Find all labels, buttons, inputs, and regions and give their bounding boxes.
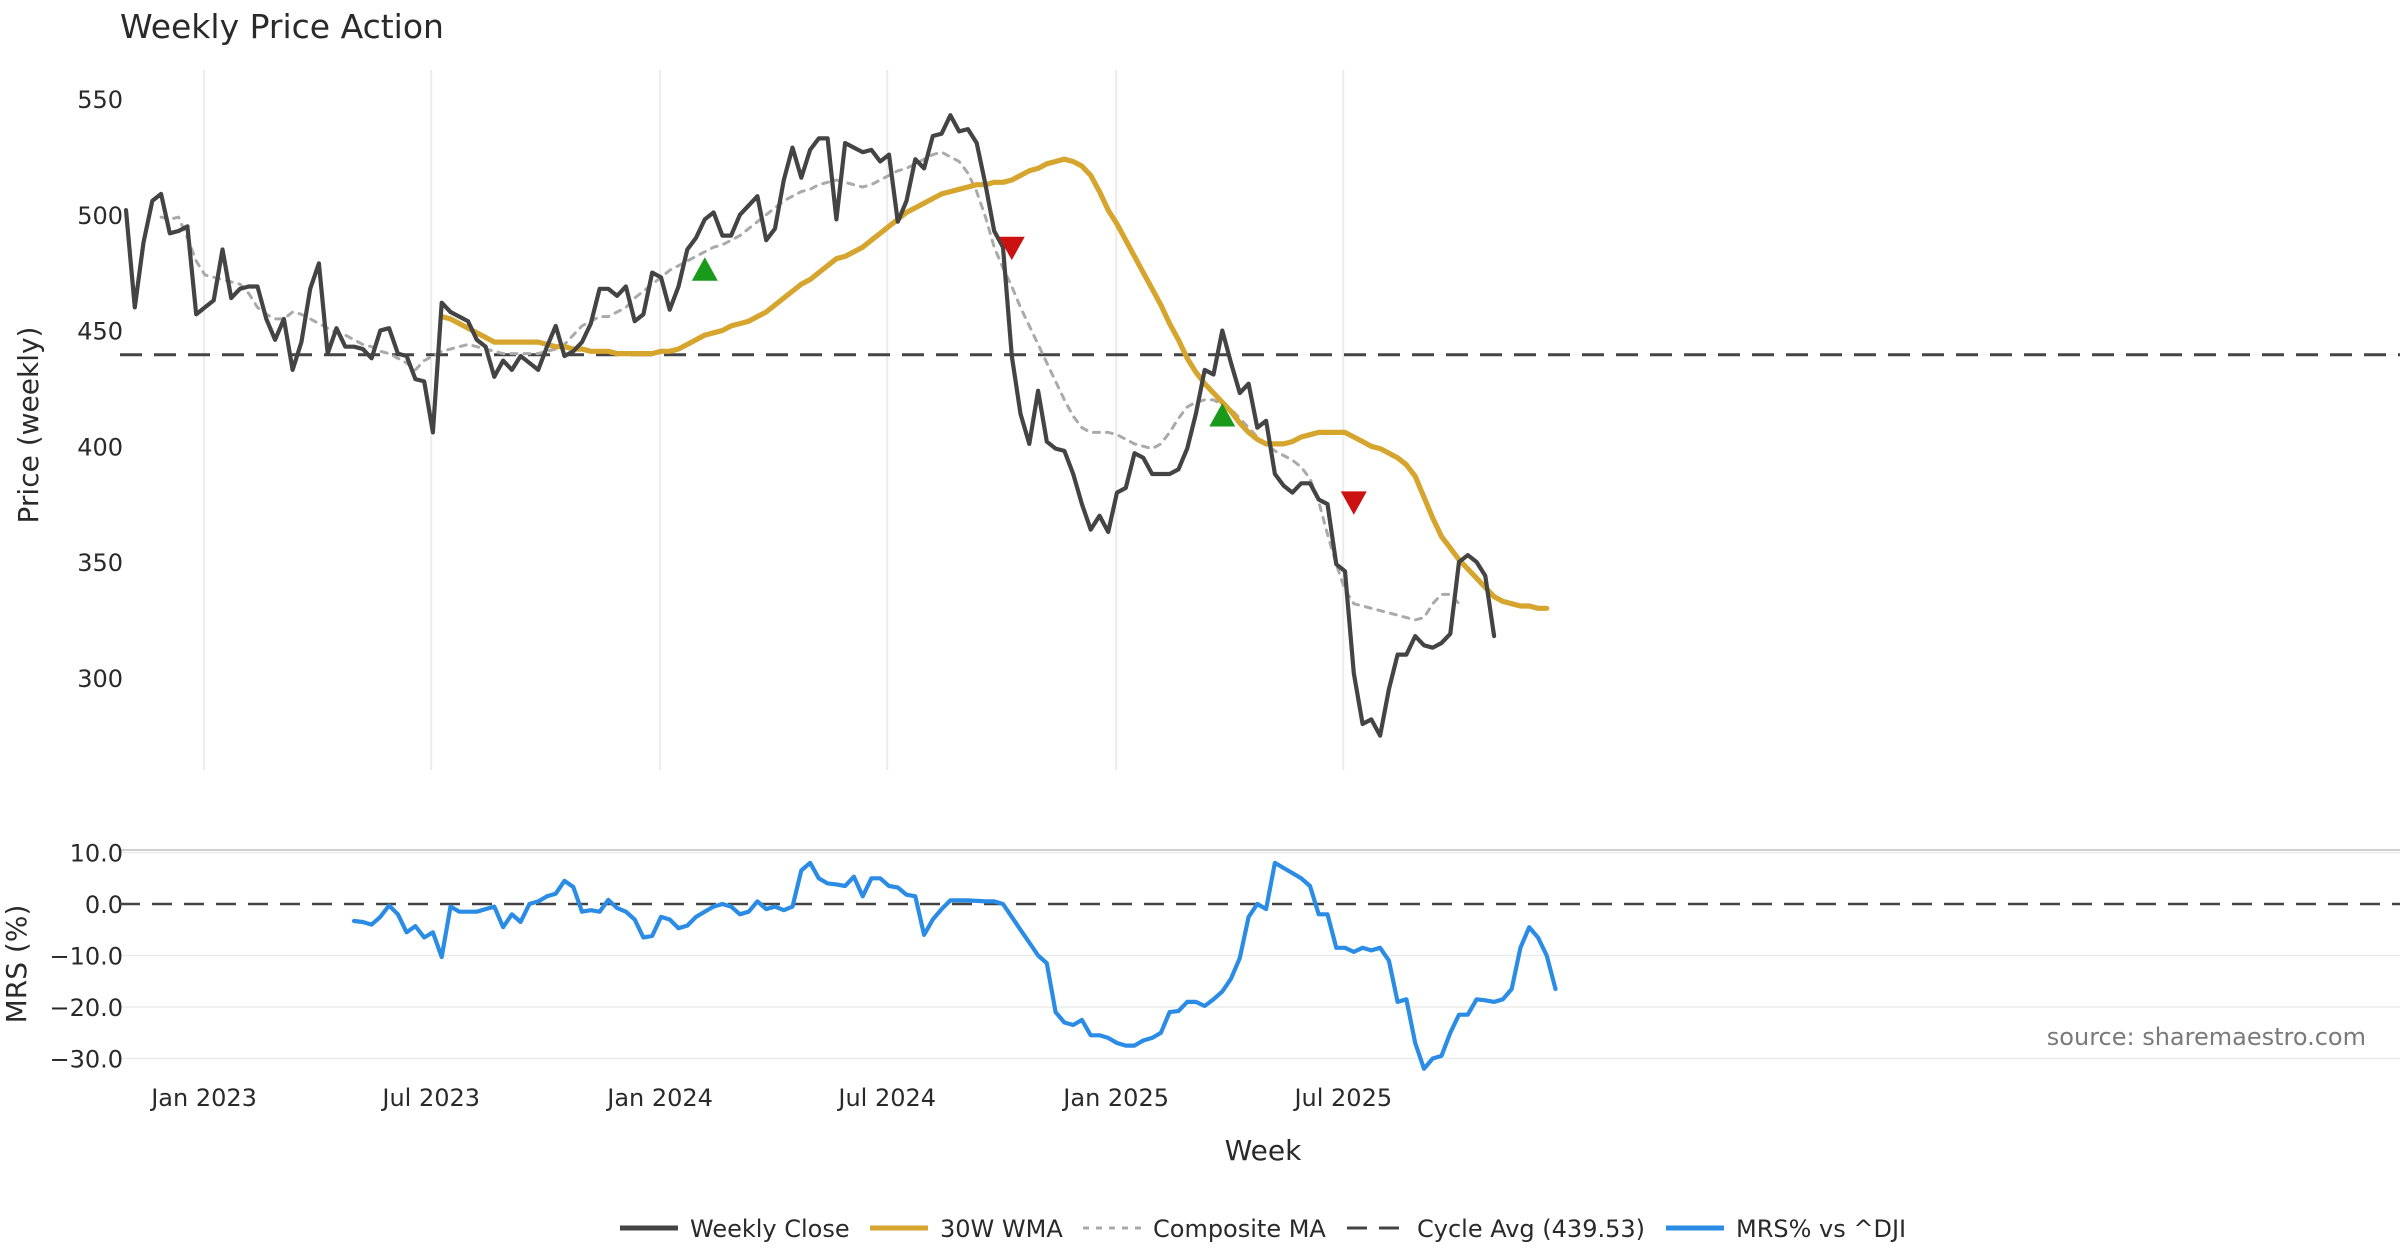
legend-item-mrs-vs-dji: MRS% vs ^DJI — [1666, 1215, 1906, 1243]
price-gridlines — [203, 70, 1345, 770]
composite-ma-line — [159, 150, 1461, 622]
sell-signal-marker — [1340, 491, 1367, 515]
x-tick: Jan 2024 — [605, 1084, 713, 1112]
weekly-close-line — [123, 113, 1497, 738]
price-y-tick: 350 — [77, 549, 123, 577]
price-y-tick: 450 — [77, 318, 123, 346]
mrs-series — [351, 860, 1558, 1071]
x-tick: Jul 2024 — [836, 1084, 936, 1112]
legend-label: 30W WMA — [940, 1215, 1063, 1243]
mrs-y-ticks: 10.0 0.0 −10.0 −20.0 −30.0 — [49, 840, 123, 1074]
price-y-ticks: 550 500 450 400 350 300 — [77, 86, 123, 693]
legend-label: Weekly Close — [690, 1215, 850, 1243]
legend-item-30w-wma: 30W WMA — [870, 1215, 1063, 1243]
x-tick: Jul 2023 — [380, 1084, 480, 1112]
price-series — [123, 113, 1550, 738]
mrs-y-tick: −30.0 — [49, 1046, 123, 1074]
sell-signal-marker — [998, 236, 1025, 261]
price-y-tick: 550 — [77, 86, 123, 114]
legend-item-cycle-avg-439-53: Cycle Avg (439.53) — [1347, 1215, 1645, 1243]
x-axis-label: Week — [1225, 1134, 1302, 1167]
x-tick: Jan 2025 — [1061, 1084, 1169, 1112]
mrs-y-tick: 0.0 — [85, 891, 123, 919]
mrs-y-tick: 10.0 — [70, 840, 123, 868]
signal-markers — [691, 236, 1367, 515]
source-annotation: source: sharemaestro.com — [2047, 1023, 2366, 1051]
mrs-line — [351, 860, 1558, 1071]
mrs-y-tick: −10.0 — [49, 943, 123, 971]
legend-label: Composite MA — [1153, 1215, 1326, 1243]
mrs-gridlines — [120, 851, 2400, 1060]
mrs-y-axis-label: MRS (%) — [0, 905, 33, 1024]
mrs-y-tick: −20.0 — [49, 994, 123, 1022]
legend-item-weekly-close: Weekly Close — [620, 1215, 850, 1243]
legend: Weekly Close 30W WMA Composite MA Cycle Avg… — [620, 1215, 1906, 1243]
price-y-tick: 300 — [77, 665, 123, 693]
legend-label: Cycle Avg (439.53) — [1417, 1215, 1645, 1243]
chart-title: Weekly Price Action — [120, 7, 444, 46]
legend-label: MRS% vs ^DJI — [1736, 1215, 1906, 1243]
30w-wma-line — [439, 156, 1550, 611]
price-panel: 550 500 450 400 350 300 Price (weekly) — [12, 70, 2400, 770]
legend-item-composite-ma: Composite MA — [1083, 1215, 1326, 1243]
x-tick: Jul 2025 — [1292, 1084, 1392, 1112]
price-y-tick: 400 — [77, 433, 123, 461]
buy-signal-marker — [691, 257, 718, 281]
x-tick: Jan 2023 — [149, 1084, 257, 1112]
mrs-panel: 10.0 0.0 −10.0 −20.0 −30.0 MRS (%) source: s… — [0, 840, 2400, 1074]
price-y-tick: 500 — [77, 202, 123, 230]
price-y-axis-label: Price (weekly) — [12, 327, 45, 524]
buy-signal-marker — [1209, 403, 1236, 427]
x-axis-ticks: Jan 2023 Jul 2023 Jan 2024 Jul 2024 Jan 2025… — [149, 1084, 1392, 1112]
